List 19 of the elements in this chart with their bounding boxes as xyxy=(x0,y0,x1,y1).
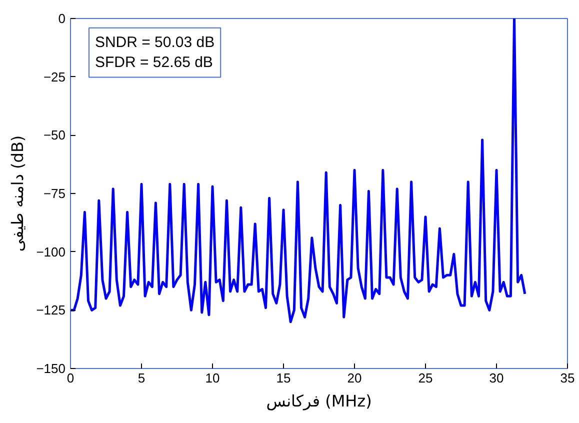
annotation: SFDR = 52.65 dB xyxy=(94,54,213,72)
y-tick-label: −25 xyxy=(43,69,66,84)
y-tick-label: −75 xyxy=(43,186,66,201)
y-tick-label: −100 xyxy=(36,244,66,260)
annotation: SNDR = 50.03 dB xyxy=(94,34,215,51)
x-tick-label: 25 xyxy=(418,370,433,386)
x-tick-label: 10 xyxy=(205,370,220,386)
y-tick-label: −150 xyxy=(36,361,66,376)
y-tick-label: 0 xyxy=(58,11,66,26)
x-tick-label: 35 xyxy=(560,370,575,386)
x-tick-label: 15 xyxy=(276,370,291,386)
x-tick-label: 5 xyxy=(138,370,146,386)
x-tick-label: 30 xyxy=(489,370,504,386)
x-axis-title: فرکانس (MHz) xyxy=(266,392,372,410)
y-axis-title: دامنه طیفی (dB) xyxy=(8,135,28,252)
x-tick-label: 20 xyxy=(347,370,362,386)
line-series xyxy=(70,18,526,324)
y-tick-label: −125 xyxy=(36,302,66,318)
y-tick-label: −50 xyxy=(43,128,66,143)
